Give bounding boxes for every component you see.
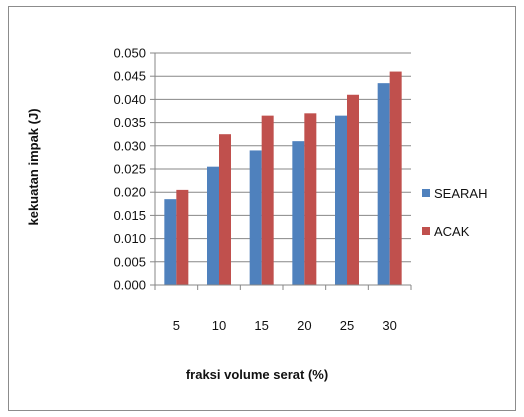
bar-acak-30 [389, 71, 402, 285]
y-tick-label: 0.010 [113, 231, 146, 246]
x-tick-label: 25 [340, 318, 354, 333]
x-tick-label: 30 [382, 318, 396, 333]
x-tick-label: 20 [297, 318, 311, 333]
y-tick-labels: 0.000 0.005 0.010 0.015 0.020 0.025 0.030 0.035… [113, 46, 146, 293]
x-tick-label: 10 [212, 318, 226, 333]
legend: SEARAH ACAK [422, 186, 487, 239]
bar-chart: 0.000 0.005 0.010 0.015 0.020 0.025 0.030 0.035… [26, 46, 487, 383]
bars [164, 71, 402, 285]
x-tick-label: 15 [254, 318, 268, 333]
y-tick-label: 0.005 [113, 254, 146, 269]
legend-swatch-searah [422, 189, 430, 197]
x-tick-labels: 5 10 15 20 25 30 [173, 318, 397, 333]
y-tick-label: 0.015 [113, 208, 146, 223]
bar-acak-10 [219, 134, 231, 285]
bar-searah-25 [335, 115, 347, 285]
x-tick-label: 5 [173, 318, 180, 333]
y-tick-label: 0.025 [113, 162, 146, 177]
y-tick-label: 0.030 [113, 138, 146, 153]
y-tick-label: 0.050 [113, 46, 146, 61]
legend-label-searah: SEARAH [434, 186, 487, 201]
bar-searah-30 [377, 83, 390, 285]
y-tick-label: 0.020 [113, 185, 146, 200]
y-tick-label: 0.040 [113, 92, 146, 107]
gridlines [155, 52, 411, 263]
x-axis-title: fraksi volume serat (%) [186, 367, 328, 382]
chart-frame: 0.000 0.005 0.010 0.015 0.020 0.025 0.030 0.035… [8, 6, 516, 411]
y-tick-label: 0.045 [113, 69, 146, 84]
y-tick-label: 0.035 [113, 115, 146, 130]
axes [150, 52, 412, 290]
bar-searah-10 [207, 166, 219, 285]
bar-acak-20 [304, 113, 317, 285]
legend-swatch-acak [422, 227, 430, 235]
bar-acak-15 [261, 115, 274, 285]
y-axis-title: kekuatan impak (J) [26, 108, 41, 225]
bar-acak-25 [347, 94, 359, 285]
bar-searah-20 [292, 141, 305, 285]
bar-acak-5 [176, 189, 189, 285]
y-tick-label: 0.000 [113, 278, 146, 293]
legend-label-acak: ACAK [434, 224, 470, 239]
bar-searah-5 [164, 199, 177, 285]
bar-searah-15 [249, 150, 262, 285]
